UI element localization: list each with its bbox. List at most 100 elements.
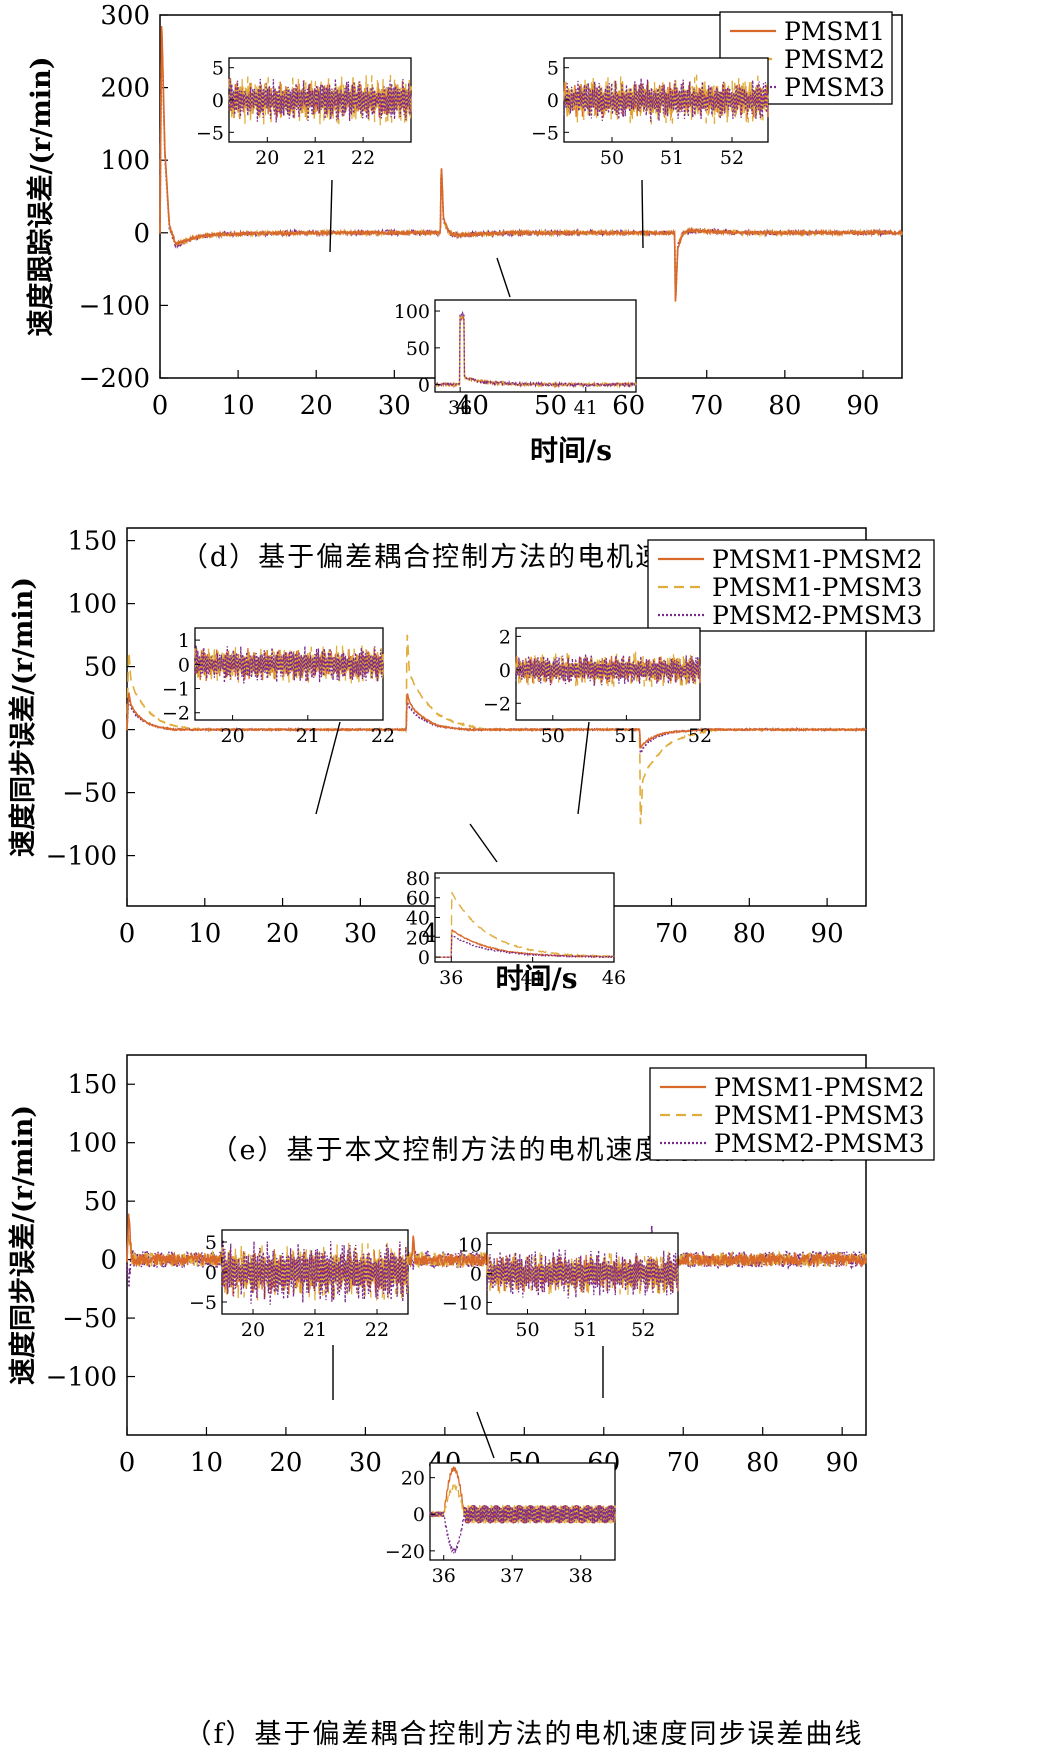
y-tick-label: 0: [100, 716, 117, 746]
x-axis-label: 时间/s: [530, 434, 612, 467]
inset-x-tick-label: 36: [448, 397, 472, 419]
inset-x-tick-label: 22: [351, 147, 375, 169]
inset-x-tick-label: 50: [541, 725, 565, 747]
legend-label: PMSM2: [784, 45, 885, 74]
y-tick-label: 50: [84, 1187, 117, 1217]
inset-pointer-line: [496, 257, 511, 298]
inset-pointer-line: [469, 823, 498, 863]
legend-label: PMSM2-PMSM3: [714, 1129, 925, 1158]
x-tick-label: 90: [826, 1448, 859, 1478]
x-tick-label: 70: [667, 1448, 700, 1478]
y-tick-label: −200: [79, 364, 150, 394]
x-tick-label: 80: [746, 1448, 779, 1478]
inset-y-tick-label: 5: [212, 58, 224, 80]
inset-series-line: [486, 1250, 679, 1296]
panel-e: 0102030405060708090−100−50050100150时间/s速…: [7, 527, 935, 1166]
y-tick-label: 100: [67, 1129, 117, 1159]
inset-y-tick-label: 60: [406, 888, 430, 910]
inset-y-tick-label: −1: [162, 679, 190, 701]
inset-x-tick-label: 37: [500, 1565, 524, 1587]
inset-x-tick-label: 22: [365, 1319, 389, 1341]
inset-x-tick-label: 51: [573, 1319, 597, 1341]
inset-series-line: [486, 1248, 679, 1299]
caption-f: （f）基于偏差耦合控制方法的电机速度同步误差曲线: [184, 1719, 864, 1750]
y-tick-label: 100: [67, 590, 117, 620]
inset-x-tick-label: 50: [600, 147, 624, 169]
inset-y-tick-label: 50: [406, 338, 430, 360]
y-axis-label: 速度同步误差/(r/min): [7, 1105, 39, 1385]
inset-x-tick-label: 22: [371, 725, 395, 747]
chart-d: 0 10 20 30 40 50 60 70 80 90−200−1000100200300时间/…: [25, 1, 903, 467]
series-line-pmsm1-pmsm3: [126, 1233, 867, 1285]
inset-frame: [434, 872, 615, 963]
inset-series-line: [435, 891, 615, 958]
inset-y-tick-label: 10: [458, 1235, 482, 1257]
inset-y-tick-label: 20: [406, 927, 430, 949]
inset-pointer-line: [577, 721, 590, 815]
inset-y-tick-label: 0: [178, 654, 190, 676]
y-tick-label: 0: [133, 219, 150, 249]
inset-pointer-line: [315, 721, 341, 815]
y-tick-label: 300: [100, 1, 150, 31]
inset-x-tick-label: 20: [221, 725, 245, 747]
inset-x-tick-label: 20: [241, 1319, 265, 1341]
inset-x-tick-label: 51: [614, 725, 638, 747]
inset-series-line: [221, 1239, 409, 1305]
x-tick-label: 30: [349, 1448, 382, 1478]
x-tick-label: 70: [655, 919, 688, 949]
inset-y-tick-label: 5: [205, 1232, 217, 1254]
inset-series-line: [194, 645, 384, 684]
inset-y-tick-label: 2: [499, 626, 511, 648]
x-tick-label: 20: [266, 919, 299, 949]
inset-x-tick-label: 21: [296, 725, 320, 747]
inset-y-tick-label: 0: [413, 1504, 425, 1526]
inset-x-tick-label: 41: [521, 967, 545, 989]
inset-y-tick-label: 20: [401, 1468, 425, 1490]
inset-y-tick-label: −20: [385, 1541, 425, 1563]
x-tick-label: 10: [190, 1448, 223, 1478]
legend-label: PMSM1-PMSM3: [714, 1101, 925, 1130]
inset-x-tick-label: 21: [303, 147, 327, 169]
x-tick-label: 10: [188, 919, 221, 949]
inset-y-tick-label: −5: [189, 1292, 217, 1314]
x-tick-label: 70: [690, 391, 723, 421]
x-tick-label: 80: [768, 391, 801, 421]
y-tick-label: 150: [67, 1070, 117, 1100]
x-tick-label: 0: [119, 919, 136, 949]
inset-x-tick-label: 52: [720, 147, 744, 169]
x-tick-label: 90: [811, 919, 844, 949]
inset-y-tick-label: −2: [483, 693, 511, 715]
inset-pointer-line: [641, 179, 644, 249]
x-tick-label: 30: [378, 391, 411, 421]
y-tick-label: −50: [62, 1304, 117, 1334]
inset-y-tick-label: 5: [547, 58, 559, 80]
legend-label: PMSM2-PMSM3: [712, 601, 923, 630]
legend-label: PMSM1: [784, 17, 885, 46]
inset-series-line: [563, 74, 769, 125]
inset-y-tick-label: 0: [212, 90, 224, 112]
x-tick-label: 90: [846, 391, 879, 421]
inset-x-tick-label: 52: [631, 1319, 655, 1341]
y-tick-label: 200: [100, 74, 150, 104]
inset-y-tick-label: 0: [418, 947, 430, 969]
inset-y-tick-label: 40: [406, 908, 430, 930]
y-axis-label: 速度跟踪误差/(r/min): [25, 57, 57, 337]
inset-series-line: [434, 310, 637, 389]
legend-label: PMSM3: [784, 73, 885, 102]
inset-x-tick-label: 38: [569, 1565, 593, 1587]
inset-y-tick-label: 100: [394, 301, 430, 323]
x-tick-label: 50: [534, 391, 567, 421]
inset-y-tick-label: 80: [406, 868, 430, 890]
y-tick-label: 100: [100, 146, 150, 176]
y-tick-label: −100: [46, 1363, 117, 1393]
y-tick-label: −50: [62, 779, 117, 809]
inset-series-line: [563, 78, 769, 122]
legend-label: PMSM1-PMSM2: [712, 545, 923, 574]
legend-label: PMSM1-PMSM2: [714, 1073, 925, 1102]
y-tick-label: −100: [46, 842, 117, 872]
inset-y-tick-label: 0: [418, 375, 430, 397]
inset-series-line: [435, 934, 615, 959]
x-tick-label: 0: [152, 391, 169, 421]
